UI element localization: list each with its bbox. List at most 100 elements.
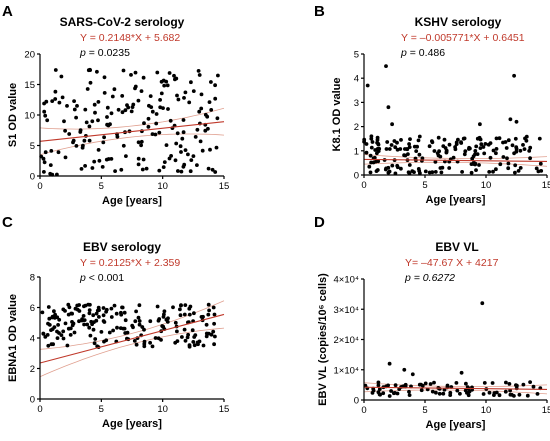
data-point — [395, 165, 400, 170]
data-point — [101, 313, 106, 318]
data-point — [155, 70, 160, 75]
data-point — [142, 344, 147, 349]
data-point — [435, 151, 440, 156]
data-point — [189, 158, 194, 163]
data-point — [211, 329, 216, 334]
data-point — [433, 160, 438, 164]
chart-title: EBV serology — [83, 240, 161, 254]
data-point — [459, 141, 464, 145]
data-point — [74, 144, 79, 148]
data-point — [518, 166, 523, 170]
data-point — [47, 316, 52, 321]
data-point — [72, 107, 77, 112]
data-point — [150, 344, 155, 349]
data-point — [430, 389, 435, 394]
data-point — [386, 105, 391, 110]
data-point — [182, 327, 187, 332]
data-point — [204, 334, 209, 339]
data-point — [478, 122, 482, 127]
data-point — [405, 147, 410, 152]
data-point — [121, 68, 126, 73]
data-point — [212, 312, 217, 317]
data-point — [187, 100, 192, 105]
y-tick-label: 15 — [24, 80, 35, 91]
data-point — [199, 92, 204, 97]
panel-letter: C — [2, 214, 13, 231]
data-point — [494, 136, 499, 141]
data-point — [142, 327, 146, 332]
p-value-number: < 0.001 — [86, 272, 124, 284]
data-point — [110, 94, 115, 99]
data-point — [150, 109, 155, 114]
data-point — [173, 158, 178, 163]
panel-b: B KSHV serology Y = –0.005771*X + 0.6451 p … — [314, 3, 550, 206]
data-point — [136, 140, 141, 145]
data-point — [63, 155, 68, 160]
data-point — [471, 160, 476, 165]
data-point — [370, 140, 375, 144]
data-point — [439, 170, 444, 175]
data-point — [146, 116, 151, 121]
data-point — [395, 140, 399, 145]
data-point — [478, 137, 483, 142]
data-point — [186, 152, 190, 157]
data-point — [141, 157, 146, 162]
data-point — [66, 312, 71, 317]
data-point — [139, 89, 144, 93]
data-point — [420, 158, 424, 163]
data-point — [536, 169, 541, 174]
data-point — [46, 343, 51, 348]
data-point — [410, 372, 415, 377]
data-point — [102, 135, 106, 140]
data-point — [514, 119, 519, 124]
data-point — [153, 336, 158, 340]
data-point — [201, 343, 206, 348]
data-point — [183, 148, 188, 153]
data-point — [78, 128, 83, 133]
data-point — [390, 122, 394, 127]
data-point — [70, 320, 74, 324]
data-point — [437, 391, 442, 396]
data-point — [458, 391, 462, 396]
p-value: p = 0.0235 — [79, 47, 130, 59]
data-point — [392, 391, 396, 396]
x-tick-label: 5 — [99, 181, 104, 192]
data-point — [102, 320, 107, 324]
data-point — [55, 336, 60, 340]
data-point — [187, 306, 192, 311]
data-point — [50, 99, 55, 103]
data-point — [87, 311, 92, 316]
data-point — [375, 138, 380, 142]
data-point — [179, 303, 183, 307]
y-tick-label: 1 — [354, 146, 359, 157]
data-point — [512, 151, 516, 156]
data-point — [368, 153, 373, 158]
data-point — [125, 103, 129, 107]
data-point — [212, 342, 217, 347]
data-point — [406, 152, 410, 157]
data-point — [155, 304, 160, 309]
data-point — [89, 319, 94, 324]
y-tick-label: 4×10⁴ — [334, 275, 359, 286]
data-point — [67, 305, 72, 310]
data-point — [412, 170, 416, 175]
data-point — [430, 139, 434, 144]
data-point — [196, 69, 201, 73]
data-point — [72, 99, 76, 103]
data-point — [165, 83, 170, 88]
data-point — [506, 138, 511, 143]
data-point — [53, 312, 57, 317]
data-point — [134, 342, 139, 347]
data-point — [482, 381, 487, 385]
data-point — [51, 342, 55, 347]
x-axis-label: Age [years] — [102, 195, 162, 207]
chart-title: EBV VL — [435, 240, 478, 254]
data-point — [57, 331, 61, 335]
data-point — [87, 138, 92, 143]
regression-equation: Y = 0.2125*X + 2.359 — [80, 257, 180, 269]
data-point — [182, 312, 187, 317]
data-point — [398, 147, 403, 151]
data-point — [182, 96, 186, 100]
data-point — [80, 145, 85, 150]
data-point — [141, 75, 146, 80]
